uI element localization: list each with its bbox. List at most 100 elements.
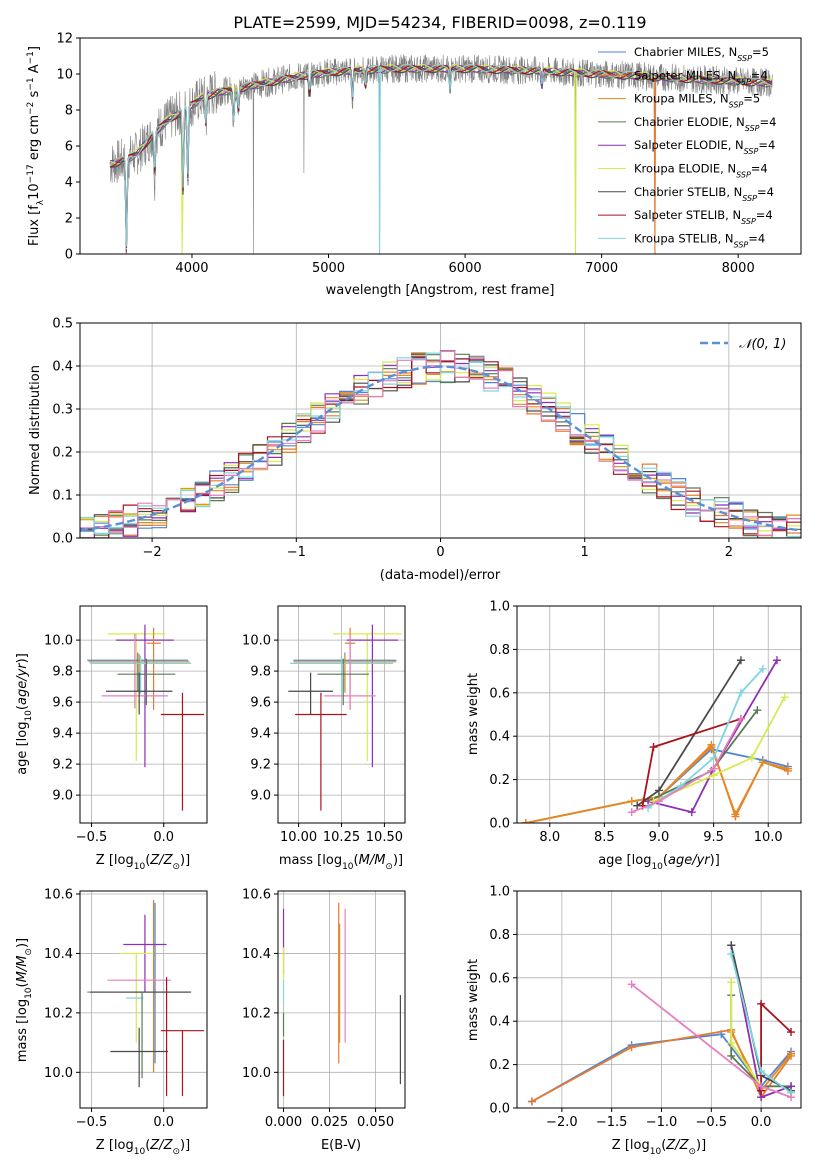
plot-area [521,656,792,823]
y-tick-label: 6 [65,140,73,155]
axes-mass_vs_Z: −0.5 0.0 10.0 10.2 10.4 10.6 Z [log10(Z/Z⊙)] ma… [15,887,208,1157]
series-marker [731,810,740,819]
x-tick-label: −2.0 [546,1115,578,1130]
x-tick-label: 0.0 [153,1115,174,1130]
spectrum-data-line [109,54,773,254]
x-tick-label: −0.5 [76,1115,108,1130]
series-marker [521,819,530,823]
series-marker [655,797,663,806]
y-tick-label: 0.0 [489,817,510,832]
series-marker [787,1028,796,1037]
series-marker [727,978,736,987]
plot-area [282,902,401,1097]
x-axis-label: mass [log10(M/M⊙)] [279,853,403,872]
residual-histogram [80,350,801,536]
x-tick-label: 4000 [175,261,208,276]
series-marker [736,656,745,665]
y-tick-label: 9.6 [52,696,73,711]
legend-entry: Chabrier ELODIE, NSSP=4 [634,115,776,132]
x-tick-label: 8000 [722,261,755,276]
y-tick-label: 0.1 [52,489,73,504]
legend-entry: Salpeter ELODIE, NSSP=4 [634,138,775,156]
x-tick-label: −1.5 [596,1115,628,1130]
x-tick-label: 10.25 [323,830,360,845]
y-tick-label: 9.4 [250,727,271,742]
x-tick-label: 7000 [585,261,618,276]
y-tick-label: 12 [56,32,73,47]
series-marker [707,743,716,752]
series-marker [736,688,745,697]
x-tick-label: 0.0 [153,830,174,845]
series-marker [627,1043,636,1052]
series-marker [709,753,718,762]
series-marker [727,949,736,958]
x-axis-label: wavelength [Angstrom, rest frame] [326,283,555,298]
series-marker [655,786,663,795]
y-tick-label: 9.2 [52,758,73,773]
y-tick-label: 0.4 [489,730,510,745]
plot-area [87,899,205,1097]
series-marker [787,1049,796,1058]
axes-frame: 4000 5000 6000 7000 8000 0 2 4 6 8 10 12 Chabrier MI… [26,32,802,298]
y-tick-label: 10.4 [44,947,73,962]
y-tick-label: 10 [56,68,73,83]
axes-age_vs_Z: −0.5 0.0 9.0 9.2 9.4 9.6 9.8 10.0 Z [log10(Z/Z⊙)… [15,605,208,872]
legend-entry: Chabrier MILES, NSSP=5 [634,45,769,63]
x-tick-label: 0.050 [357,1115,394,1130]
series-marker [727,941,736,950]
y-axis-label: mass [log10(M/M⊙)] [15,938,34,1062]
series-marker [757,999,766,1008]
y-tick-label: 9.2 [250,758,271,773]
x-axis-label: (data-model)/error [380,568,501,583]
axes-frame: 0.000 0.025 0.050 10.0 10.2 10.4 10.6 E(B-V) [242,887,406,1153]
x-tick-label: −1 [287,545,306,560]
y-tick-label: 1.0 [489,600,510,615]
y-tick-label: 0.3 [52,403,73,418]
series-marker [758,664,767,673]
y-tick-label: 2 [65,212,73,227]
plot-area [288,624,402,811]
residual-histogram [80,355,801,538]
series-marker [527,1097,536,1106]
y-tick-label: 9.4 [52,727,73,742]
series-marker [753,706,762,715]
y-tick-label: 0.4 [489,1015,510,1030]
x-tick-label: 2 [725,545,733,560]
series-marker [736,714,745,723]
series-marker [757,1067,766,1076]
y-tick-label: 10.0 [44,634,73,649]
axes-frame: −0.5 0.0 10.0 10.2 10.4 10.6 Z [log10(Z/Z⊙)] ma… [15,887,208,1157]
y-tick-label: 10.4 [242,947,271,962]
x-tick-label: 0.0 [751,1115,772,1130]
y-tick-label: 9.8 [250,665,271,680]
axes-frame: −2.0 −1.5 −1.0 −0.5 0.0 0.0 0.2 0.4 0.6 0.8 1.0 Z [… [466,885,802,1157]
series-marker [727,1051,736,1060]
series-marker [627,980,636,989]
y-tick-label: 8 [65,104,73,119]
y-tick-label: 10.2 [44,1006,73,1021]
y-tick-label: 10.0 [242,634,271,649]
y-tick-label: 0.4 [52,360,73,375]
plot-area [109,54,773,254]
series-marker [783,764,792,773]
axes-frame: 10.00 10.25 10.50 9.0 9.2 9.4 9.6 9.8 10.0 mass [… [242,605,406,872]
x-tick-label: 9.0 [649,830,670,845]
series-marker [772,656,781,665]
series-marker [780,693,789,702]
axes-frame: 8.0 8.5 9.0 9.5 10.0 0.0 0.2 0.4 0.6 0.8 1.0 age [l… [466,600,802,872]
y-tick-label: 0 [65,248,73,263]
figure-title: PLATE=2599, MJD=54234, FIBERID=0098, z=0… [233,13,646,32]
x-tick-label: 8.5 [594,830,615,845]
series-marker [787,1093,796,1102]
series-line [653,696,786,803]
series-marker [758,758,767,767]
axes-mass_vs_EBV: 0.000 0.025 0.050 10.0 10.2 10.4 10.6 E(B-V) [242,887,406,1153]
legend-entry: 𝒩(0, 1) [739,337,786,352]
x-tick-label: 10.00 [280,830,317,845]
y-axis-label: mass weight [466,959,481,1041]
plot-area [87,624,205,811]
x-tick-label: 8.0 [539,830,560,845]
axes-border [79,605,208,824]
x-tick-label: −2 [143,545,162,560]
x-tick-label: −0.5 [76,830,108,845]
